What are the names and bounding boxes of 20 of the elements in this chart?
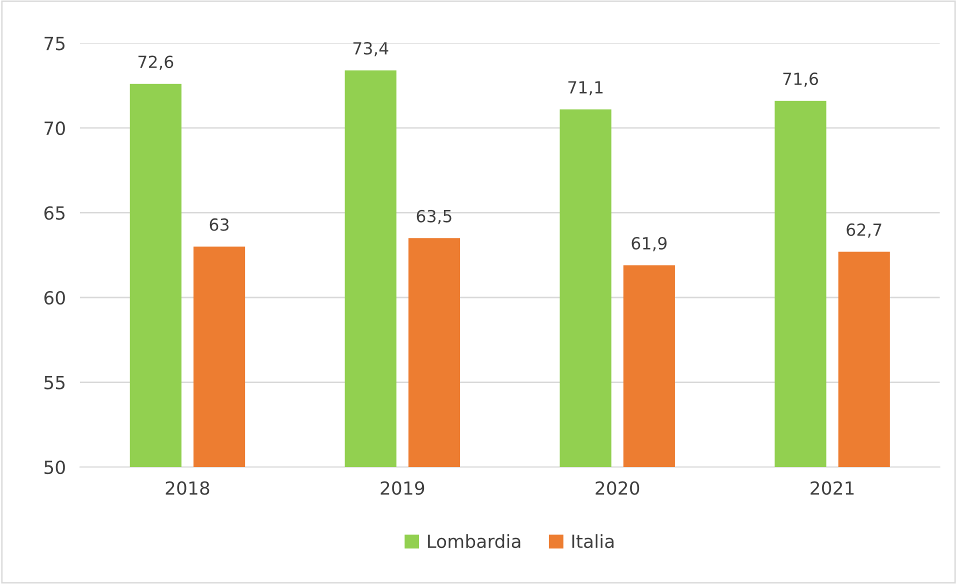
data-label: 73,4 [353,42,388,56]
x-tick-label: 2021 [810,481,854,495]
y-tick-label: 55 [44,376,65,390]
data-label: 61,9 [632,236,667,252]
data-label: 63,5 [416,210,452,224]
x-tick-label: 2019 [380,481,424,495]
data-label: 71,1 [568,81,603,96]
x-tick-label: 2020 [596,481,640,495]
y-tick-label: 75 [44,36,65,50]
legend-label: Lombardia [428,534,520,548]
y-tick-label: 70 [44,121,65,136]
y-tick-label: 65 [44,206,65,220]
legend-label: Italia [572,534,614,548]
y-tick-label: 60 [44,290,65,305]
y-tick-label: 50 [44,460,65,474]
x-tick-label: 2018 [166,481,210,495]
data-label: 72,6 [138,56,174,70]
data-label: 62,7 [846,223,882,238]
data-label: 71,6 [783,72,818,87]
data-label: 63 [210,218,229,231]
